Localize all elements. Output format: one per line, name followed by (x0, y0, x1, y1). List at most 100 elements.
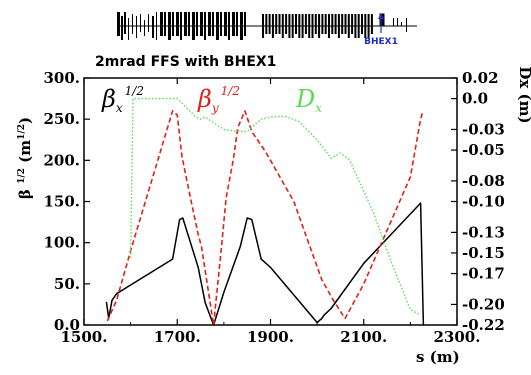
lattice-magnet (278, 14, 281, 34)
lattice-magnet (216, 12, 219, 40)
lattice-magnet (192, 12, 195, 40)
lattice-magnet (144, 20, 145, 36)
lattice-magnet (337, 14, 340, 38)
chart-title: 2mrad FFS with BHEX1 (95, 54, 276, 70)
y2-tick-label: -0.17 (462, 265, 505, 283)
y2-tick-label: -0.20 (462, 295, 505, 313)
lattice-magnet (298, 14, 301, 38)
lattice-magnet (321, 14, 324, 34)
lattice-magnet (281, 14, 284, 38)
lattice-magnet (168, 12, 171, 40)
lattice-magnet (124, 12, 126, 34)
lattice-element-strip (117, 12, 417, 40)
lattice-magnet (271, 14, 274, 38)
lattice-magnet (268, 14, 271, 34)
y-axis-label: β 1/2 (m1/2) (16, 117, 34, 199)
series-line-x-dispersion (129, 97, 421, 316)
lattice-magnet (285, 14, 288, 34)
legend-entry-βy: βy1/2 (197, 84, 240, 115)
lattice-magnet (180, 12, 182, 40)
y-tick-label: 250. (43, 110, 80, 128)
lattice-magnet (301, 14, 304, 38)
lattice-magnet (156, 12, 157, 40)
lattice-magnet (361, 14, 363, 34)
lattice-magnet (311, 14, 314, 38)
lattice-magnet (357, 14, 360, 38)
y-tick-label: 100. (43, 234, 80, 252)
y-tick-label: 200. (43, 151, 80, 169)
lattice-magnet (212, 12, 214, 36)
y2-tick-label: -0.10 (462, 193, 505, 211)
y-tick-label: 0.0 (54, 316, 80, 334)
plot-area (105, 97, 425, 326)
lattice-magnet (262, 14, 264, 38)
y-axis-label-text: β 1/2 (m1/2) (16, 117, 34, 199)
lattice-magnet (220, 12, 222, 36)
lattice-magnet (406, 18, 407, 32)
lattice-magnet (341, 14, 344, 34)
lattice-magnet (304, 14, 307, 34)
lattice-magnet (367, 14, 370, 38)
lattice-magnet (308, 14, 311, 38)
series-line-y-beta (106, 110, 424, 326)
annotation-layer: BHEX1 (364, 13, 398, 47)
lattice-magnet (196, 12, 198, 36)
lattice-magnet (354, 14, 357, 38)
lattice-magnet (288, 14, 291, 38)
lattice-magnet (351, 14, 354, 34)
lattice-magnet (172, 12, 174, 36)
y2-tick-label: -0.13 (462, 223, 505, 241)
x-tick-label: 1500. (61, 328, 108, 346)
lattice-magnet (121, 16, 123, 40)
lattice-magnet (208, 12, 211, 36)
lattice-magnet (295, 14, 297, 34)
y2-tick-label: -0.03 (462, 120, 505, 138)
lattice-magnet (164, 12, 166, 36)
annotation-arrow-head (378, 13, 384, 19)
lattice-magnet (334, 14, 337, 34)
lattice-magnet (232, 12, 235, 36)
y2-tick-label: 0.0 (462, 90, 488, 108)
x-tick-label: 1900. (247, 328, 294, 346)
lattice-magnet (324, 14, 327, 34)
lattice-magnet (228, 12, 230, 40)
x-tick-label: 2100. (340, 328, 387, 346)
y2-tick-label: -0.15 (462, 244, 505, 262)
lattice-magnet (318, 14, 321, 38)
lattice-magnet (176, 12, 179, 36)
lattice-magnet (397, 18, 398, 26)
lattice-magnet (291, 14, 294, 38)
y2-tick-label: 0.02 (462, 69, 499, 87)
lattice-bhex1-magnet (379, 13, 385, 27)
y2-tick-label: -0.22 (462, 316, 505, 334)
lattice-magnet (328, 14, 330, 38)
y2-tick-label: -0.05 (462, 141, 505, 159)
lattice-magnet (331, 14, 334, 34)
lattice-magnet (132, 14, 133, 34)
lattice-magnet (347, 14, 350, 38)
plot-frame (83, 77, 458, 326)
x-tick-label: 1700. (154, 328, 201, 346)
lattice-magnet (224, 12, 227, 36)
lattice-magnet (401, 22, 402, 26)
lattice-magnet (236, 12, 238, 36)
lattice-magnet (364, 14, 367, 38)
legend-entry-dx: Dx (295, 85, 322, 115)
lattice-magnet (265, 14, 268, 34)
lattice-magnet (380, 14, 384, 26)
legend-layer: βx1/2 βy1/2 Dx (101, 84, 322, 115)
series-line-x-beta (105, 202, 425, 326)
x-tick-label: 2300. (434, 328, 481, 346)
lattice-magnet (370, 14, 373, 34)
lattice-magnet (200, 12, 203, 36)
lattice-magnet (128, 18, 129, 40)
lattice-magnet (117, 12, 120, 36)
lattice-magnet (140, 14, 141, 32)
lattice-magnet (204, 12, 206, 40)
y-tick-label: 50. (54, 275, 80, 293)
lattice-magnet (344, 14, 347, 34)
y2-axis-label-text: Dx (m) (516, 66, 531, 123)
lattice-magnet (393, 18, 394, 26)
